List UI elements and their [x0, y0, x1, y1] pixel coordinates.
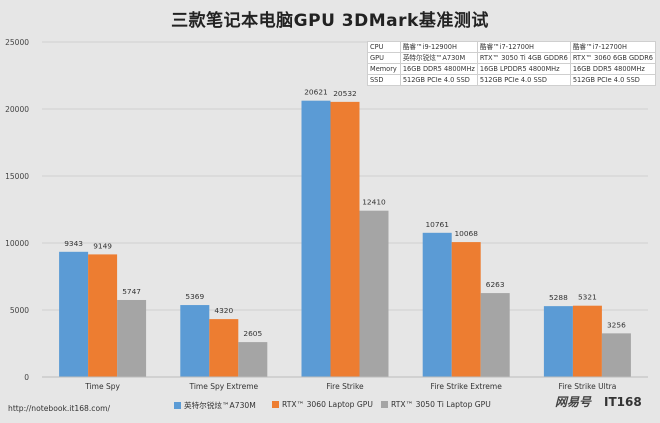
spec-value: 酷睿™i7-12700H: [569, 41, 657, 53]
bar: [117, 299, 147, 377]
spec-value: 16GB DDR5 4800MHz: [569, 63, 657, 75]
spec-value: RTX™ 3060 6GB GDDR6: [569, 52, 657, 64]
spec-value: 16GB DDR5 4800MHz: [399, 63, 478, 75]
spec-value: 16GB LPDDR5 4800MHz: [476, 63, 571, 75]
spec-key: GPU: [367, 52, 401, 64]
data-label: 10761: [425, 220, 449, 229]
legend-swatch: [272, 401, 279, 408]
x-tick-label: Fire Strike Extreme: [431, 382, 503, 391]
bar: [601, 333, 631, 377]
bar: [543, 306, 573, 377]
legend-item: RTX™ 3060 Laptop GPU: [272, 400, 373, 409]
watermark-it168: IT168: [604, 395, 642, 409]
y-tick-label: 25000: [5, 38, 29, 47]
bar: [59, 251, 89, 377]
spec-key: CPU: [367, 41, 401, 53]
data-label: 20532: [333, 89, 357, 98]
bar: [180, 305, 210, 377]
spec-row: CPU 酷睿™i9-12900H 酷睿™i7-12700H 酷睿™i7-12700H: [367, 41, 657, 53]
bar: [209, 319, 239, 377]
bar: [238, 342, 268, 377]
bar: [359, 210, 389, 377]
legend-swatch: [381, 401, 388, 408]
data-label: 3256: [607, 320, 626, 329]
legend-item: RTX™ 3050 Ti Laptop GPU: [381, 400, 491, 409]
spec-value: 512GB PCIe 4.0 SSD: [569, 74, 657, 86]
data-label: 20621: [304, 88, 328, 97]
spec-value: RTX™ 3050 Ti 4GB GDDR6: [476, 52, 571, 64]
data-label: 12410: [362, 198, 386, 207]
spec-value: 酷睿™i9-12900H: [399, 41, 478, 53]
bar: [301, 100, 331, 378]
data-label: 2605: [243, 329, 262, 338]
spec-key: Memory: [367, 63, 401, 75]
x-tick-label: Fire Strike Ultra: [558, 382, 616, 391]
data-label: 10068: [454, 229, 478, 238]
x-tick-label: Time Spy Extreme: [188, 382, 258, 391]
legend-label: 英特尔锐炫™A730M: [184, 401, 256, 410]
legend-label: RTX™ 3050 Ti Laptop GPU: [391, 400, 491, 409]
spec-value: 512GB PCIe 4.0 SSD: [399, 74, 478, 86]
spec-table: CPU 酷睿™i9-12900H 酷睿™i7-12700H 酷睿™i7-12700H G…: [367, 41, 657, 86]
x-tick-label: Time Spy: [84, 382, 120, 391]
data-label: 4320: [214, 306, 233, 315]
y-tick-label: 10000: [5, 239, 29, 248]
data-label: 9149: [93, 241, 112, 250]
y-tick-label: 0: [24, 373, 29, 382]
data-label: 6263: [486, 280, 505, 289]
y-tick-label: 15000: [5, 172, 29, 181]
watermark-163: 网易号: [555, 395, 592, 409]
bar: [330, 101, 360, 377]
legend-item: 英特尔锐炫™A730M: [174, 400, 256, 411]
bar: [88, 254, 118, 377]
spec-value: 英特尔锐炫™A730M: [399, 52, 478, 64]
bar: [480, 293, 510, 377]
data-label: 5321: [578, 293, 597, 302]
data-label: 5288: [549, 293, 568, 302]
y-tick-label: 5000: [10, 306, 29, 315]
data-label: 5369: [185, 292, 204, 301]
legend-swatch: [174, 402, 181, 409]
data-label: 5747: [122, 287, 141, 296]
spec-row: Memory 16GB DDR5 4800MHz 16GB LPDDR5 4800M…: [367, 63, 657, 75]
bar: [572, 305, 602, 377]
spec-row: SSD 512GB PCIe 4.0 SSD 512GB PCIe 4.0 SSD 5…: [367, 74, 657, 86]
legend-label: RTX™ 3060 Laptop GPU: [282, 400, 373, 409]
bar: [451, 242, 481, 377]
spec-row: GPU 英特尔锐炫™A730M RTX™ 3050 Ti 4GB GDDR6 RTX™…: [367, 52, 657, 64]
bar: [422, 232, 452, 377]
spec-key: SSD: [367, 74, 401, 86]
data-label: 9343: [64, 239, 83, 248]
x-tick-label: Fire Strike: [326, 382, 364, 391]
chart-title: 三款笔记本电脑GPU 3DMark基准测试: [171, 11, 489, 31]
source-url: http://notebook.it168.com/: [8, 404, 111, 413]
spec-value: 酷睿™i7-12700H: [476, 41, 571, 53]
y-tick-label: 20000: [5, 105, 29, 114]
spec-value: 512GB PCIe 4.0 SSD: [476, 74, 571, 86]
